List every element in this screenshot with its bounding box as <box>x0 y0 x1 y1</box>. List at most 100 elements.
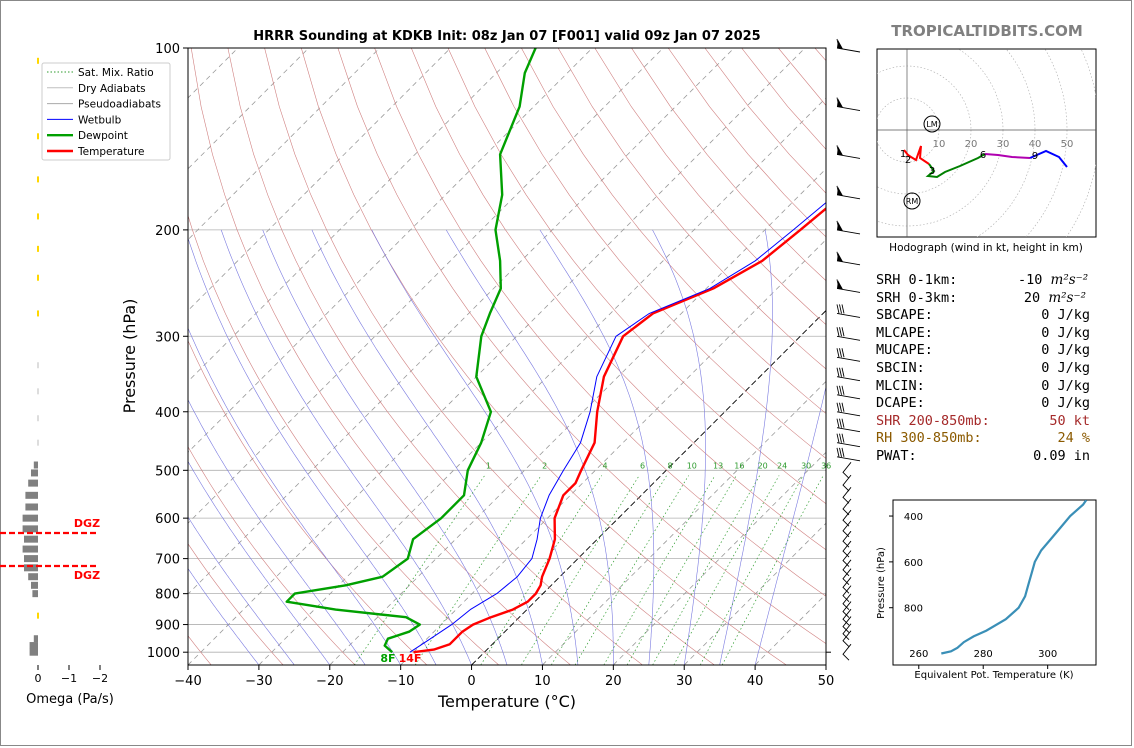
wind-barb <box>836 260 861 266</box>
wind-barb <box>842 550 852 567</box>
dry-adiabat <box>594 48 826 326</box>
isotherm <box>613 451 826 665</box>
x-axis-ticks: −40 −30 −20 −10 0 10 20 30 40 50 <box>174 665 834 689</box>
wind-barb <box>836 356 861 362</box>
mixing-ratio-label: 6 <box>640 461 645 470</box>
pseudoadiabat <box>188 460 331 665</box>
stat-value: 24 % <box>1057 430 1090 447</box>
mixing-ratio-label: 20 <box>758 461 768 470</box>
omega-bar <box>28 479 38 487</box>
wind-barb <box>842 540 852 558</box>
y-axis-label: Pressure (hPa) <box>120 299 139 414</box>
x-tick-label: 10 <box>534 674 551 689</box>
wind-barb <box>836 376 861 382</box>
pseudoadiabat <box>445 229 614 665</box>
hodograph-height-label: 1 <box>900 149 906 160</box>
theta-e-xtick-label: 260 <box>909 649 928 660</box>
mixing-ratio-label: 2 <box>542 461 547 470</box>
pseudoadiabat <box>652 229 706 665</box>
x-tick-label: 30 <box>676 674 693 689</box>
omega-tick-label: −2 <box>92 672 108 685</box>
isotherm <box>188 48 806 665</box>
stat-value: 0 J/kg <box>1041 377 1090 394</box>
wind-barb <box>842 559 852 577</box>
x-tick-label: −10 <box>387 674 414 689</box>
omega-bar <box>24 555 38 563</box>
wind-barb-pennant <box>837 280 843 290</box>
omega-tick-label: 0 <box>35 672 42 685</box>
wind-barb-feather <box>839 402 842 412</box>
theta-e-ytick-label: 600 <box>904 558 923 569</box>
pseudoadiabat <box>188 237 437 665</box>
legend: Sat. Mix. Ratio Dry Adiabats Pseudoadiabat… <box>41 62 171 161</box>
wind-barb <box>836 106 861 111</box>
legend-entry: Dry Adiabats <box>78 83 146 95</box>
mixing-ratio-line <box>603 475 716 665</box>
y-tick-label: 900 <box>155 619 180 634</box>
isotherm <box>188 48 664 524</box>
wind-barb <box>836 442 861 448</box>
stat-label: SRH 0-1km: <box>876 272 958 288</box>
wind-barb-feather <box>836 385 840 395</box>
stat-value: 0 J/kg <box>1041 324 1090 341</box>
stat-label: SBCIN: <box>876 359 925 376</box>
omega-bar <box>22 545 38 553</box>
wind-barb <box>842 530 852 548</box>
stat-label: MLCIN: <box>876 377 925 394</box>
mixing-ratio-line <box>521 475 640 665</box>
hodograph-ring-label: 10 <box>933 139 946 150</box>
brand-watermark: TROPICALTIDBITS.COM <box>891 22 1083 40</box>
wind-barb-feather <box>841 447 845 457</box>
dry-adiabat <box>188 446 356 665</box>
wind-barb <box>836 335 861 341</box>
stat-value: 0 J/kg <box>1041 395 1090 412</box>
mixing-ratio-line <box>354 475 485 665</box>
mixing-ratio-line <box>626 475 737 665</box>
legend-entry: Wetbulb <box>78 114 122 126</box>
dry-adiabat <box>521 48 826 414</box>
theta-e-xtick-label: 300 <box>1038 649 1057 660</box>
skewt-plot-area <box>187 47 827 666</box>
wind-barb-feather <box>841 433 845 443</box>
dry-adiabat <box>264 48 715 665</box>
series-dewpoint <box>285 48 537 654</box>
pseudoadiabat <box>188 327 401 665</box>
stat-row: MLCIN: 0 J/kg <box>876 378 1126 396</box>
mixing-ratio-label: 1 <box>486 461 491 470</box>
y-axis-ticks: 100 200 300 400 500 600 700 800 900 1000 <box>147 42 188 661</box>
x-tick-label: 50 <box>818 674 835 689</box>
stat-row: SBCAPE: 0 J/kg <box>876 307 1126 325</box>
hodograph-height-label: 6 <box>980 150 986 161</box>
mixing-ratio-line <box>652 475 761 665</box>
stat-value: 20 m²s⁻² <box>1023 289 1086 306</box>
x-tick-label: −40 <box>174 674 201 689</box>
wind-barb-feather <box>841 418 845 428</box>
hodograph-frame <box>876 48 1097 238</box>
stat-row: SRH 0-1km: -10 m²s⁻² <box>876 272 1126 290</box>
stat-row: MUCAPE: 0 J/kg <box>876 342 1126 360</box>
wind-barb-feather <box>839 418 842 428</box>
wind-barb-feather <box>836 327 840 337</box>
hodograph-ring-label: 30 <box>997 139 1010 150</box>
dry-adiabat <box>447 48 826 505</box>
surface-dewpoint-label: 8F <box>380 652 395 665</box>
wind-barb-pennant <box>837 40 843 49</box>
omega-bar <box>33 461 38 469</box>
dry-adiabat <box>484 48 826 459</box>
wind-barb <box>842 643 852 661</box>
pseudoadiabat <box>188 568 260 665</box>
wind-barb-feather <box>839 367 842 377</box>
stat-label: RH 300-850mb: <box>876 430 982 447</box>
mixing-ratio-label: 8 <box>667 461 672 470</box>
wind-barb-feather <box>839 447 842 457</box>
theta-e-ytick-label: 400 <box>904 512 923 523</box>
wind-barb <box>842 623 852 641</box>
mixing-ratio-label: 30 <box>801 461 811 470</box>
wind-barb <box>842 509 852 527</box>
wind-barb-feather <box>836 418 840 428</box>
wind-barb-pennant <box>837 221 843 231</box>
x-axis-label: Temperature (°C) <box>437 692 576 711</box>
hodograph-segment <box>903 145 930 165</box>
wind-barb-feather <box>839 327 842 337</box>
